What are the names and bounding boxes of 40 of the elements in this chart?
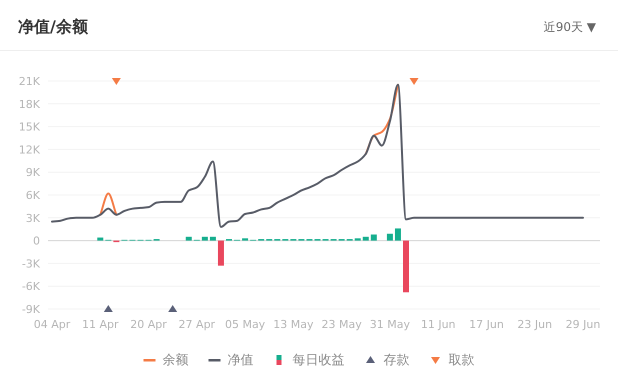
x-tick-label: 23 May (322, 318, 362, 331)
y-tick-label: 12K (18, 143, 41, 156)
x-tick-label: 05 May (224, 318, 266, 331)
legend-label: 存款 (384, 353, 410, 368)
y-tick-label: -3K (22, 257, 41, 270)
x-tick-label: 04 Apr (34, 318, 71, 331)
bar (186, 236, 192, 241)
bar (218, 240, 224, 266)
x-tick-label: 23 Jun (517, 318, 552, 331)
y-tick-label: 9K (26, 166, 41, 180)
x-tick-label: 31 May (370, 318, 411, 331)
x-tick-label: 29 Jun (566, 318, 600, 331)
y-tick-label: 0 (33, 234, 40, 248)
y-tick-label: 3K (26, 212, 41, 225)
chart-title: 净值/余额 (18, 17, 89, 36)
legend-label: 取款 (448, 353, 474, 368)
x-tick-label: 20 Apr (130, 318, 168, 331)
x-tick-label: 11 Jun (420, 318, 456, 331)
bar (97, 238, 104, 241)
x-tick-label: 13 May (273, 318, 314, 331)
text: 近90天 ▼ (544, 20, 597, 34)
x-tick-label: 17 Jun (469, 318, 504, 331)
legend-label: 每日收益 (292, 353, 344, 368)
y-tick-label: -9K (22, 303, 41, 316)
y-tick-label: -6K (22, 280, 41, 294)
y-tick-label: 15K (18, 120, 41, 134)
bar (403, 240, 409, 292)
bar (210, 236, 216, 241)
x-tick-label: 11 Apr (82, 318, 120, 331)
bar (394, 228, 401, 241)
legend-label: 净值 (228, 353, 254, 368)
bar (386, 234, 393, 241)
y-tick-label: 21K (18, 75, 41, 88)
y-tick-label: 6K (26, 189, 41, 202)
x-tick-label: 27 Apr (178, 318, 216, 331)
legend-label: 余额 (162, 353, 188, 368)
y-tick-label: 18K (18, 98, 41, 111)
bar (370, 234, 377, 241)
bar (202, 236, 208, 241)
bar (362, 236, 369, 241)
